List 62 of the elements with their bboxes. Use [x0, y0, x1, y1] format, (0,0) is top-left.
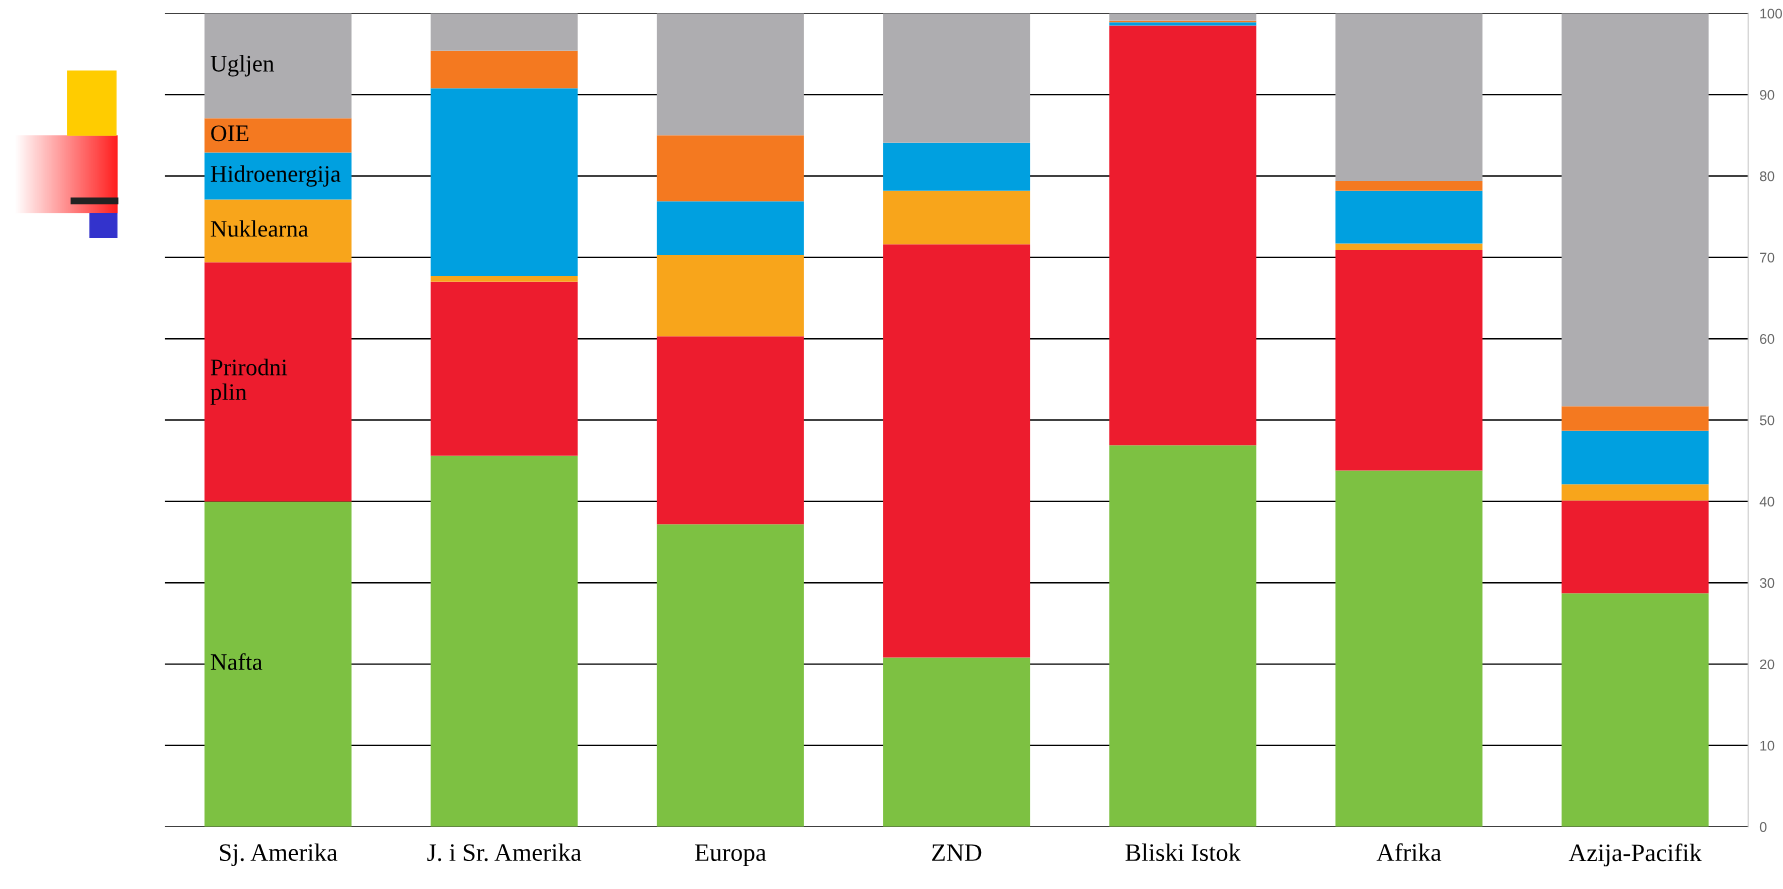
bar: [1561, 593, 1709, 827]
bar: [204, 199, 352, 263]
bar: [430, 281, 578, 456]
x-tick-label: Sj. Amerika: [219, 843, 338, 867]
bar: [1561, 500, 1709, 594]
bar: [430, 50, 578, 89]
y-tick-label: 30: [1759, 578, 1775, 588]
series-label: OIE: [211, 125, 249, 142]
bar: [1109, 445, 1257, 827]
bar: [883, 657, 1031, 827]
bar: [1335, 13, 1483, 181]
series-label: Hidroenergija: [210, 165, 341, 187]
bar: [1109, 13, 1257, 21]
bar: [430, 13, 578, 51]
bar: [1561, 13, 1709, 407]
bar: [656, 13, 804, 136]
y-tick-label: 100: [1760, 8, 1782, 19]
bar: [1335, 190, 1483, 244]
bar: [204, 118, 352, 153]
bar: [883, 190, 1031, 245]
series-label: Ugljen: [210, 55, 275, 77]
y-tick-label: 60: [1760, 334, 1775, 344]
bar: [430, 88, 578, 277]
y-tick-label: 70: [1760, 252, 1775, 263]
x-tick-label: ZND: [932, 844, 982, 861]
y-tick-label: 40: [1759, 496, 1775, 507]
series-label: Nafta: [210, 653, 263, 670]
x-tick-label: Afrika: [1376, 843, 1442, 862]
bar: [1335, 243, 1483, 251]
bar: [204, 13, 352, 119]
x-tick-label: Europa: [695, 844, 767, 867]
bar: [656, 254, 804, 337]
bar: [883, 142, 1031, 191]
bar: [1561, 484, 1709, 501]
bar: [883, 13, 1031, 143]
y-tick-label: 10: [1760, 740, 1775, 751]
bar: [1109, 25, 1257, 446]
bar: [430, 455, 578, 827]
x-tick-label: Bliski Istok: [1125, 843, 1241, 862]
bar: [656, 201, 804, 255]
bar: [1335, 470, 1483, 827]
y-tick-label: 90: [1759, 90, 1775, 100]
bar: [656, 336, 804, 525]
y-tick-label: 50: [1759, 415, 1775, 426]
series-label: Nuklearna: [210, 220, 309, 237]
y-tick-label: 0: [1759, 822, 1767, 832]
bar: [1335, 250, 1483, 471]
bar: [883, 244, 1031, 658]
bar: [656, 524, 804, 827]
bar: [1335, 180, 1483, 191]
bar: [204, 262, 352, 502]
y-tick-label: 20: [1760, 659, 1775, 670]
x-tick-label: Azija-Pacifik: [1568, 843, 1702, 867]
bar: [1561, 406, 1709, 431]
bar: [430, 276, 578, 282]
y-tick-label: 80: [1759, 171, 1775, 182]
x-tick-label: J. i Sr. Amerika: [427, 843, 582, 862]
bar: [204, 152, 352, 200]
series-label: Prirodni plin: [210, 358, 288, 405]
bar: [656, 135, 804, 202]
bar: [204, 501, 352, 827]
bar: [1561, 430, 1709, 485]
